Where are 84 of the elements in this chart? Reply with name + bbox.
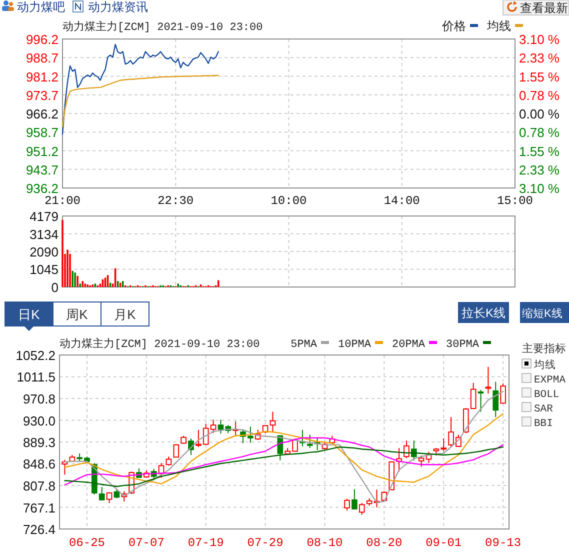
- candlestick: [492, 381, 499, 418]
- y2-tick-label: 3.10 %: [519, 32, 560, 47]
- text: 周K: [66, 307, 88, 322]
- x-tick-label: 07-29: [247, 536, 284, 550]
- text: 均线: [533, 358, 556, 372]
- y-tick-label: 966.2: [26, 106, 58, 122]
- y-tick-label: 1052.2: [16, 348, 56, 363]
- line-series: [64, 413, 504, 484]
- chart-title: 动力煤主力[ZCM] 2021-09-10 23:00: [60, 337, 260, 351]
- candlestick: [344, 498, 350, 512]
- text: 日K: [18, 307, 40, 322]
- candlestick: [485, 366, 492, 394]
- x-tick-label: 09-13: [485, 536, 522, 550]
- candlestick: [270, 411, 276, 432]
- y2-tick-label: 1.55 %: [519, 144, 560, 159]
- y-tick-label: 807.8: [22, 478, 56, 494]
- candlestick: [173, 444, 180, 458]
- y-tick-label: 3134: [30, 226, 58, 242]
- y2-tick-label: 2.33 %: [519, 50, 560, 66]
- x-tick-label: 06-25: [68, 536, 105, 550]
- y-tick-label: 767.1: [22, 500, 56, 516]
- y-tick-label: 996.2: [26, 32, 58, 47]
- y-tick-label: 4179: [30, 209, 58, 224]
- legend-label: 20PMA: [392, 339, 426, 351]
- y-tick-label: 1011.5: [16, 370, 56, 385]
- candlestick: [306, 434, 313, 449]
- text: 月K: [114, 307, 136, 322]
- text: 缩短K线: [522, 307, 562, 320]
- y-tick-label: 848.6: [22, 456, 56, 472]
- text: BBI: [534, 418, 553, 430]
- x-tick-label: 09-01: [426, 536, 462, 550]
- x-tick-label: 14:00: [384, 194, 420, 208]
- legend-label: 30PMA: [446, 339, 480, 351]
- x-tick-label: 07-19: [188, 536, 224, 550]
- x-tick-label: 08-10: [306, 536, 343, 550]
- x-tick-label: 07-07: [128, 536, 164, 550]
- y-tick-label: 981.2: [26, 69, 58, 84]
- candlestick: [166, 456, 172, 466]
- y2-tick-label: 3.10 %: [519, 181, 560, 196]
- candlestick: [478, 389, 484, 412]
- y-tick-label: 936.2: [26, 181, 58, 196]
- text: 动力煤资讯: [88, 0, 148, 14]
- y-tick-label: 970.8: [22, 391, 56, 406]
- text: 动力煤吧: [17, 0, 65, 14]
- x-tick-label: 21:00: [44, 194, 81, 208]
- y2-tick-label: 0.78 %: [519, 125, 560, 140]
- y-tick-label: 943.7: [26, 162, 58, 178]
- y2-tick-label: 0.78 %: [519, 88, 560, 103]
- chart-title: 动力煤主力[ZCM] 2021-09-10 23:00: [62, 20, 263, 34]
- legend-label: 10PMA: [338, 339, 372, 351]
- line-series: [62, 74, 219, 128]
- candlestick: [114, 488, 120, 499]
- text: 主要指标: [522, 342, 566, 355]
- y-tick-label: 958.7: [26, 125, 58, 140]
- x-tick-label: 08-20: [366, 536, 402, 550]
- text: SAR: [534, 404, 554, 416]
- y2-tick-label: 0.00 %: [519, 106, 560, 122]
- y-tick-label: 889.3: [22, 435, 56, 450]
- y-tick-label: 951.2: [26, 144, 58, 159]
- line-series: [62, 44, 219, 135]
- legend-label: 5PMA: [290, 339, 318, 351]
- y-tick-label: 1045: [30, 262, 58, 278]
- candlestick: [358, 502, 365, 516]
- y-tick-label: 930.0: [22, 413, 56, 428]
- text: BOLL: [534, 389, 560, 401]
- y-tick-label: 973.7: [26, 88, 58, 103]
- y-tick-label: 726.4: [22, 522, 56, 537]
- candlestick: [352, 488, 358, 510]
- candlestick: [98, 486, 105, 501]
- legend-label: 均线: [486, 20, 511, 34]
- text: EXPMA: [534, 374, 566, 386]
- y-tick-label: 988.7: [26, 50, 58, 66]
- y-tick-label: 2090: [30, 244, 58, 260]
- y-tick-label: 0: [51, 280, 58, 295]
- y2-tick-label: 1.55 %: [519, 69, 560, 84]
- legend-label: 价格: [441, 20, 466, 34]
- candlestick: [500, 382, 506, 404]
- x-tick-label: 22:30: [158, 194, 194, 208]
- y2-tick-label: 2.33 %: [519, 162, 560, 178]
- text: 查看最新: [520, 1, 568, 15]
- x-tick-label: 10:00: [270, 194, 307, 208]
- candlestick: [418, 455, 424, 468]
- text: 拉长K线: [461, 306, 506, 320]
- x-tick-label: 15:00: [496, 194, 534, 208]
